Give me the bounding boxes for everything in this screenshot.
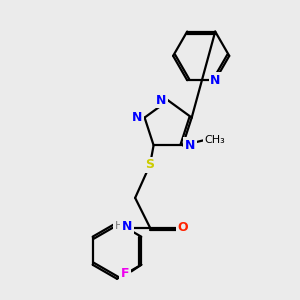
Text: N: N xyxy=(156,94,166,107)
Text: H: H xyxy=(114,221,123,231)
Text: CH₃: CH₃ xyxy=(204,135,225,145)
Text: F: F xyxy=(121,266,129,280)
Text: S: S xyxy=(146,158,154,171)
Text: N: N xyxy=(210,74,220,87)
Text: O: O xyxy=(178,221,188,234)
Text: N: N xyxy=(185,139,195,152)
Text: N: N xyxy=(132,111,142,124)
Text: N: N xyxy=(122,220,132,233)
